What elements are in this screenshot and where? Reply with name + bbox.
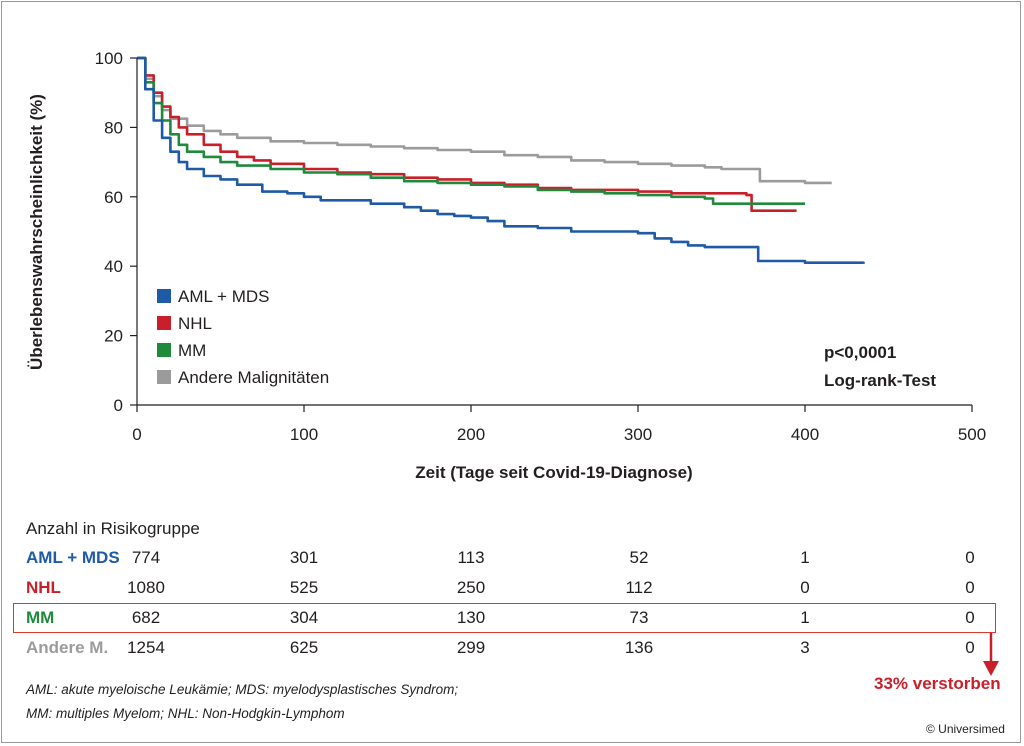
x-tick-label: 300 xyxy=(624,425,652,444)
y-tick-label: 80 xyxy=(104,118,123,137)
y-axis-title: Überlebenswahrscheinlichkeit (%) xyxy=(27,94,46,370)
copyright-label: © Universimed xyxy=(926,722,1005,736)
risk-row-name: NHL xyxy=(26,578,61,597)
risk-row-value: 774 xyxy=(131,548,161,567)
legend-label: Andere Malignitäten xyxy=(178,368,329,387)
risk-row-name: AML + MDS xyxy=(26,548,120,567)
risk-row-value: 1 xyxy=(800,608,810,627)
risk-row-value: 113 xyxy=(457,548,485,567)
series-line-mm xyxy=(137,56,805,205)
p-value-label: p<0,0001 xyxy=(824,343,896,362)
risk-row: NHL 1080 525 250 112 0 0 xyxy=(0,575,1024,601)
risk-row-name: MM xyxy=(26,608,55,627)
risk-row-value: 0 xyxy=(965,548,975,567)
y-tick-label: 40 xyxy=(104,257,123,276)
series-line-nhl xyxy=(137,56,797,212)
y-tick-label: 60 xyxy=(104,188,123,207)
risk-row: MM 682 304 130 73 1 0 xyxy=(0,605,1024,631)
legend-swatch xyxy=(157,289,171,303)
risk-row-name: Andere M. xyxy=(26,638,109,657)
risk-row-value: 1080 xyxy=(127,578,165,597)
footnote-line-2: MM: multiples Myelom; NHL: Non-Hodgkin-L… xyxy=(26,706,345,721)
y-tick-label: 20 xyxy=(104,327,123,346)
risk-row-value: 112 xyxy=(625,578,653,597)
x-tick-label: 400 xyxy=(791,425,819,444)
y-tick-label: 0 xyxy=(114,396,123,415)
test-name-label: Log-rank-Test xyxy=(824,371,936,390)
risk-row-value: 682 xyxy=(131,608,161,627)
risk-row-value: 73 xyxy=(629,608,649,627)
x-tick-label: 0 xyxy=(132,425,141,444)
risk-row-value: 130 xyxy=(456,608,486,627)
x-axis-title: Zeit (Tage seit Covid-19-Diagnose) xyxy=(415,463,692,482)
legend-swatch xyxy=(157,343,171,357)
footnote-line-1: AML: akute myeloische Leukämie; MDS: mye… xyxy=(26,682,459,697)
risk-row-value: 304 xyxy=(289,608,319,627)
risk-row-value: 0 xyxy=(965,608,975,627)
risk-row-value: 525 xyxy=(289,578,319,597)
risk-row-value: 0 xyxy=(965,638,975,657)
risk-row-value: 0 xyxy=(800,578,810,597)
risk-row-value: 136 xyxy=(624,638,654,657)
legend-label: MM xyxy=(178,341,206,360)
died-percentage-label: 33% verstorben xyxy=(874,674,1001,693)
risk-row: Andere M. 1254 625 299 136 3 0 xyxy=(0,635,1024,661)
risk-row-value: 0 xyxy=(965,578,975,597)
mm-highlight-box xyxy=(13,603,996,633)
risk-row-value: 1254 xyxy=(127,638,165,657)
x-tick-label: 500 xyxy=(958,425,986,444)
legend-swatch xyxy=(157,316,171,330)
y-tick-label: 100 xyxy=(95,49,123,68)
risk-row-value: 301 xyxy=(289,548,319,567)
risk-row-value: 250 xyxy=(456,578,486,597)
x-tick-label: 100 xyxy=(290,425,318,444)
survival-chart: 0 20 40 60 80 100 0 100 200 300 400 500 AML + MDS NH… xyxy=(27,49,986,482)
x-tick-label: 200 xyxy=(457,425,485,444)
risk-table-title: Anzahl in Risikogruppe xyxy=(26,519,200,538)
legend-swatch xyxy=(157,370,171,384)
risk-row-value: 625 xyxy=(289,638,319,657)
risk-row-value: 1 xyxy=(800,548,810,567)
risk-row-value: 3 xyxy=(800,638,810,657)
legend-label: AML + MDS xyxy=(178,287,269,306)
series-line-andere-malignit-ten xyxy=(137,56,832,185)
risk-row-value: 52 xyxy=(629,548,649,567)
legend-label: NHL xyxy=(178,314,212,333)
risk-row: AML + MDS 774 301 113 52 1 0 xyxy=(0,545,1024,571)
risk-row-value: 299 xyxy=(456,638,486,657)
series-line-aml-mds xyxy=(137,56,865,264)
